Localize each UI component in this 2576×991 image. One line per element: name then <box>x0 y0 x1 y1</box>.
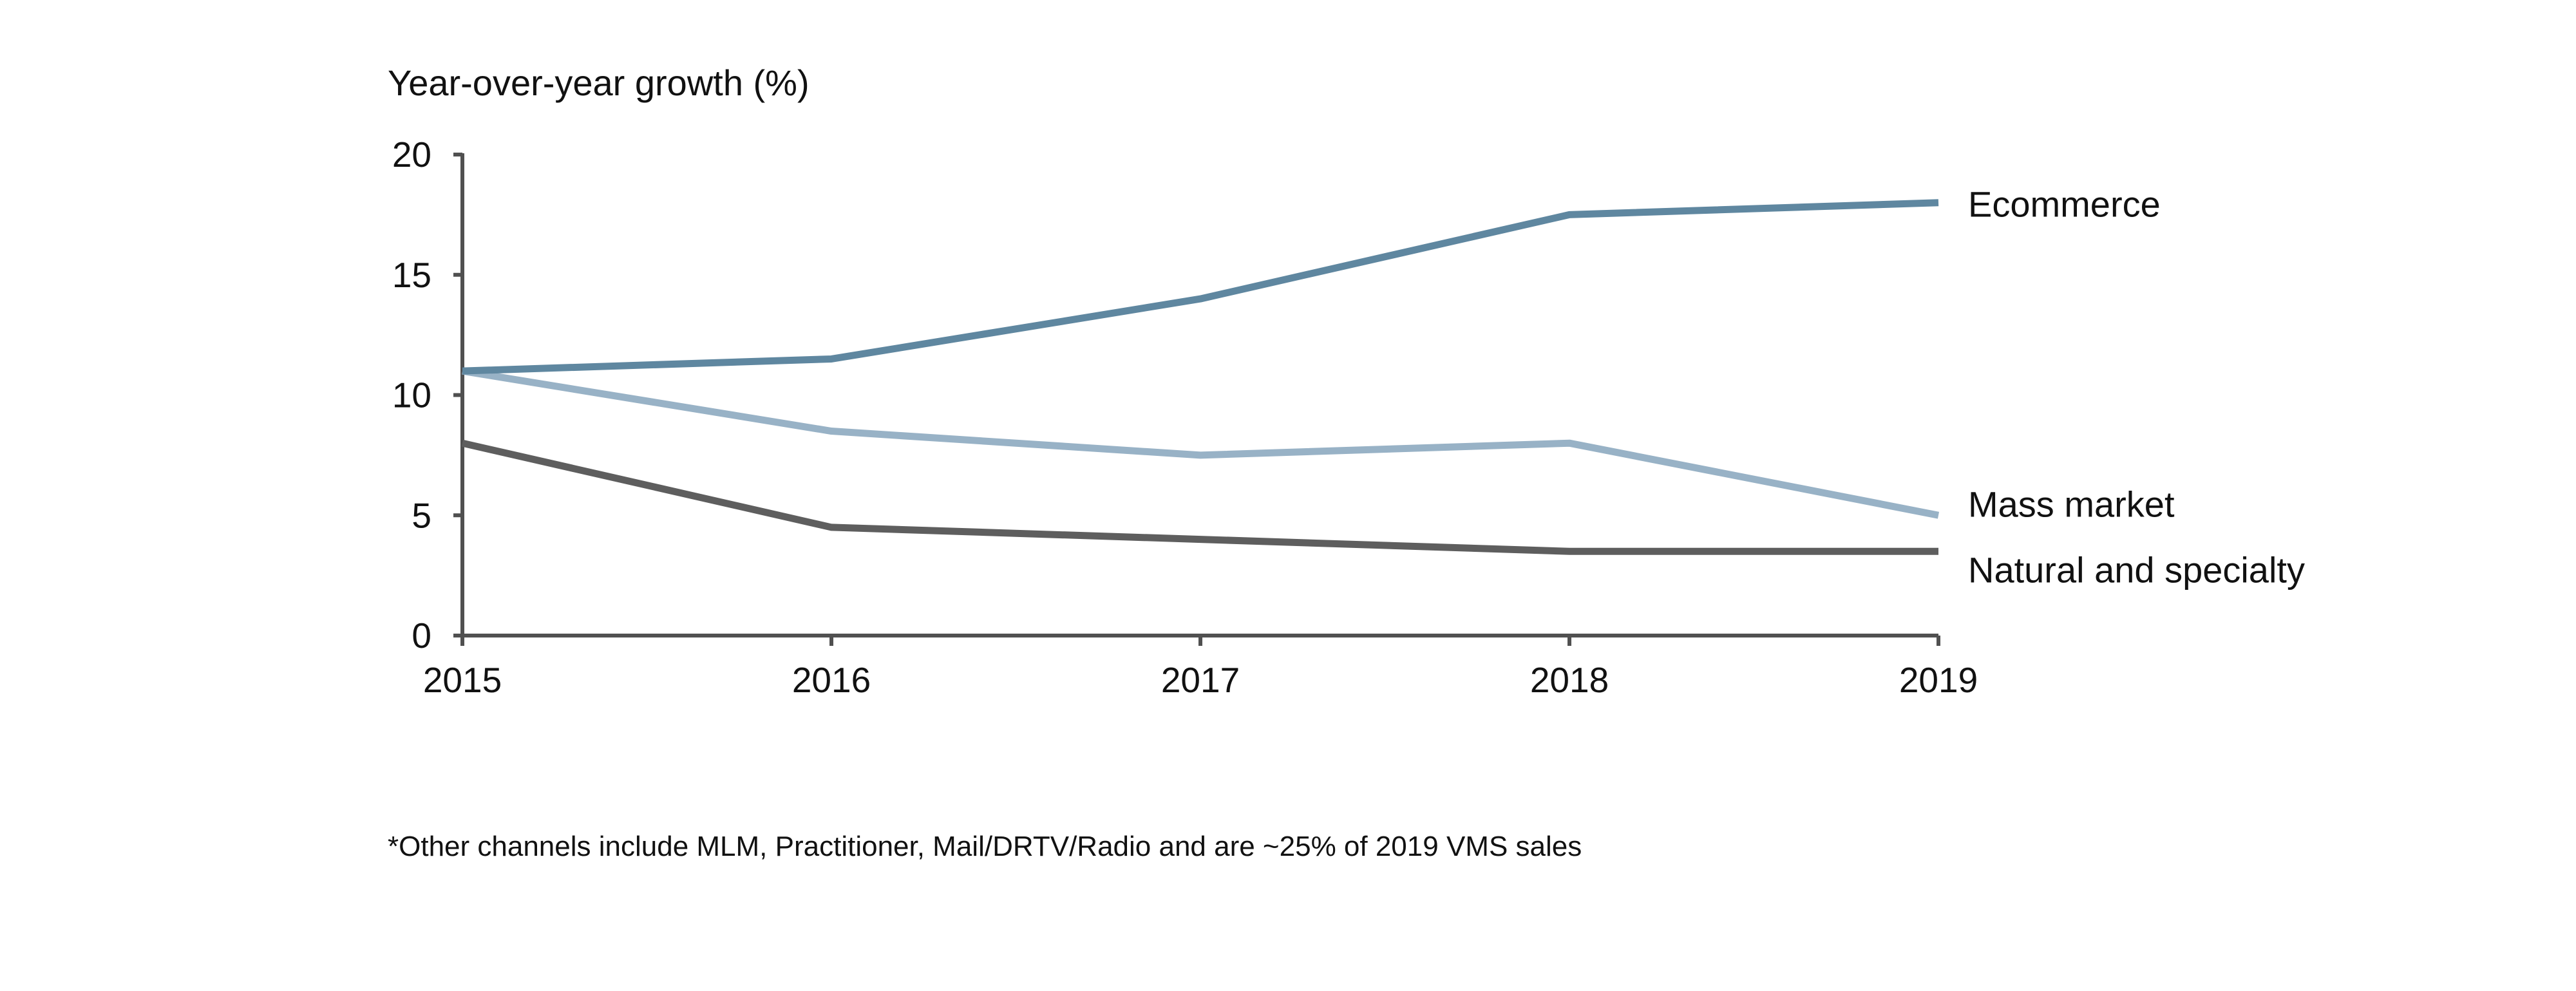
y-tick-label: 5 <box>412 495 431 535</box>
x-tick-label: 2017 <box>1161 660 1240 700</box>
y-tick-label: 0 <box>412 616 431 656</box>
y-tick-label: 15 <box>392 255 431 295</box>
series-line-natural-and-specialty <box>461 439 1938 555</box>
series-label-mass-market: Mass market <box>1968 484 2175 524</box>
series-labels: Ecommerce Mass market Natural and specialt… <box>1968 184 2305 590</box>
y-axis-title: Year-over-year growth (%) <box>388 62 810 103</box>
series-line-mass-market <box>462 367 1940 519</box>
x-tick-label: 2019 <box>1899 660 1978 700</box>
series-label-ecommerce: Ecommerce <box>1968 184 2161 225</box>
x-tick-label: 2018 <box>1530 660 1609 700</box>
x-tick-label: 2016 <box>792 660 871 700</box>
axes: 0 5 10 15 20 2015 2016 2017 2018 2019 <box>392 135 1978 700</box>
series-lines <box>461 199 1940 555</box>
footnote: *Other channels include MLM, Practitione… <box>388 831 1582 862</box>
series-line-ecommerce <box>462 199 1939 375</box>
y-tick-label: 20 <box>392 135 431 175</box>
series-label-natural-and-specialty: Natural and specialty <box>1968 549 2305 590</box>
x-tick-label: 2015 <box>423 660 502 700</box>
y-tick-label: 10 <box>392 375 431 415</box>
